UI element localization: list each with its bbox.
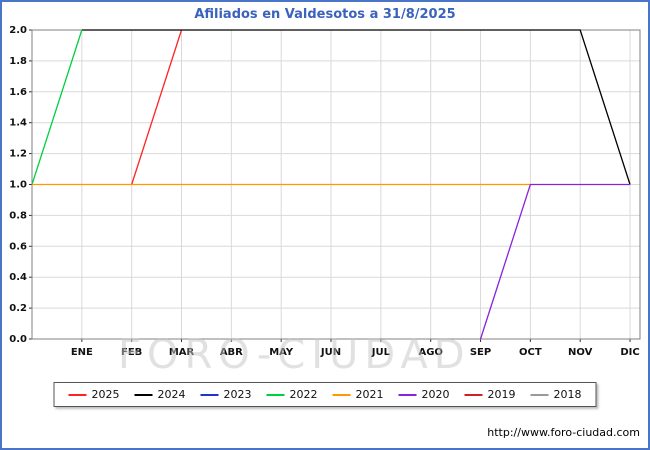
legend-swatch [398, 393, 417, 396]
legend-swatch [68, 393, 87, 396]
legend-label: 2024 [157, 388, 186, 401]
y-tick-label: 1.8 [9, 56, 27, 67]
legend-label: 2023 [223, 388, 252, 401]
legend-item-2021: 2021 [332, 388, 384, 401]
legend-label: 2025 [91, 388, 120, 401]
chart-title: Afiliados en Valdesotos a 31/8/2025 [194, 7, 456, 22]
legend-label: 2020 [421, 388, 450, 401]
chart-canvas: 0.0 0.2 0.4 0.6 0.8 1.0 1.2 1.4 1.6 1.8 2.0 ENE FEB M… [9, 25, 641, 358]
legend-label: 2021 [355, 388, 384, 401]
legend-swatch [134, 393, 153, 396]
series-line-2024 [81, 29, 631, 185]
legend-swatch [530, 393, 549, 396]
y-tick-label: 1.0 [9, 180, 27, 191]
legend-item-2024: 2024 [134, 388, 186, 401]
series-line-2025 [131, 29, 183, 185]
x-tick-label: AGO [418, 347, 442, 358]
legend-label: 2018 [553, 388, 582, 401]
series-line-2020 [479, 183, 631, 340]
y-tick-label: 1.2 [9, 149, 27, 160]
y-tick-label: 0.2 [9, 303, 27, 314]
legend: 2025 2024 2023 2022 2021 2020 2019 2018 [53, 382, 597, 407]
legend-label: 2022 [289, 388, 318, 401]
y-tick-label: 0.6 [9, 241, 27, 252]
x-tick-label: FEB [121, 347, 142, 358]
legend-item-2023: 2023 [200, 388, 252, 401]
legend-swatch [464, 393, 483, 396]
y-tick-label: 0.0 [9, 334, 27, 345]
y-tick-label: 1.6 [9, 87, 27, 98]
series-line-2022 [31, 29, 83, 185]
y-tick-label: 1.4 [9, 118, 27, 129]
x-tick-label: MAR [169, 347, 195, 358]
legend-item-2018: 2018 [530, 388, 582, 401]
x-tick-label: DIC [620, 347, 639, 358]
x-tick-label: ENE [71, 347, 93, 358]
x-tick-label: ABR [220, 347, 243, 358]
x-tick-label: MAY [269, 347, 294, 358]
y-tick-label: 2.0 [9, 25, 27, 36]
legend-swatch [332, 393, 351, 396]
legend-swatch [266, 393, 285, 396]
legend-item-2019: 2019 [464, 388, 516, 401]
x-tick-label: OCT [519, 347, 542, 358]
footer-url[interactable]: http://www.foro-ciudad.com [487, 426, 640, 439]
legend-item-2020: 2020 [398, 388, 450, 401]
y-tick-label: 0.4 [9, 272, 27, 283]
legend-swatch [200, 393, 219, 396]
x-tick-label: SEP [470, 347, 491, 358]
legend-item-2022: 2022 [266, 388, 318, 401]
legend-item-2025: 2025 [68, 388, 120, 401]
legend-label: 2019 [487, 388, 516, 401]
x-tick-label: NOV [568, 347, 593, 358]
x-tick-label: JUL [371, 347, 391, 358]
x-tick-label: JUN [320, 347, 341, 358]
y-tick-label: 0.8 [9, 210, 27, 221]
